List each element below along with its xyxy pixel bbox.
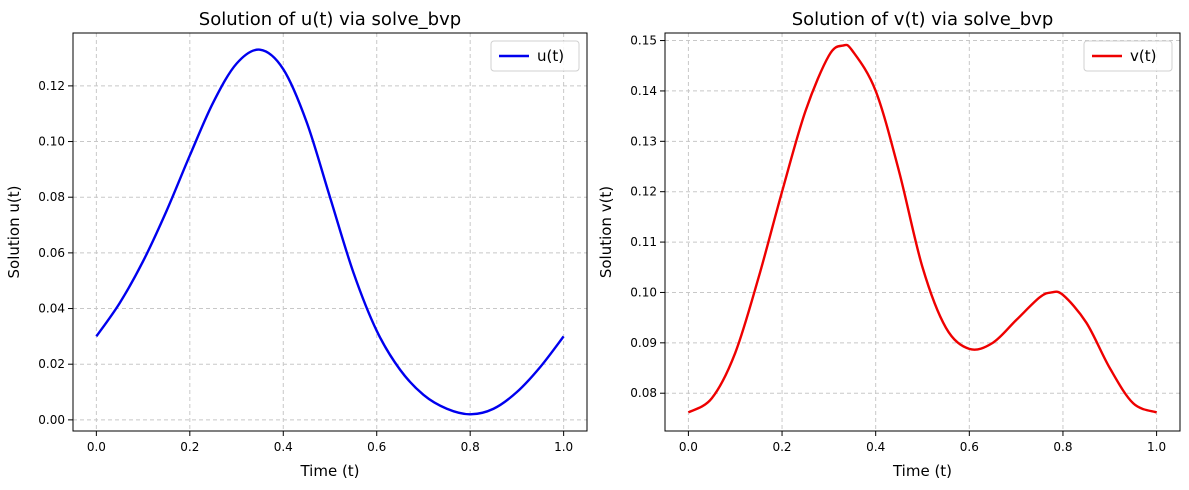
u-ytick-label-4: 0.08 bbox=[38, 190, 65, 204]
u-ytick-label-3: 0.06 bbox=[38, 246, 65, 260]
v-ytick-label-4: 0.12 bbox=[630, 185, 657, 199]
v-xtick-label-1: 0.2 bbox=[772, 440, 791, 454]
u-xtick-label-3: 0.6 bbox=[367, 440, 386, 454]
chart-u: 0.0 0.2 0.4 0.6 0.8 1.0 0.00 0.02 0.04 0.06 0.08 0.… bbox=[5, 9, 588, 480]
u-legend: u(t) bbox=[490, 40, 580, 72]
v-axes-frame bbox=[664, 32, 1181, 432]
v-series-line-0 bbox=[687, 43, 1158, 414]
v-y-axis-label: Solution v(t) bbox=[597, 186, 615, 278]
v-xtick-label-2: 0.4 bbox=[866, 440, 885, 454]
u-ytick-label-0: 0.00 bbox=[38, 413, 65, 427]
v-ytick-label-0: 0.08 bbox=[630, 386, 657, 400]
v-xtick-label-4: 0.8 bbox=[1053, 440, 1072, 454]
v-ytick-label-3: 0.11 bbox=[630, 235, 657, 249]
v-legend-box bbox=[1083, 40, 1173, 72]
u-x-axis-label: Time (t) bbox=[299, 462, 359, 480]
u-series-line-0 bbox=[95, 48, 565, 416]
u-xtick-label-4: 0.8 bbox=[461, 440, 480, 454]
u-chart-title: Solution of u(t) via solve_bvp bbox=[199, 9, 461, 30]
u-ytick-label-1: 0.02 bbox=[38, 357, 65, 371]
v-legend: v(t) bbox=[1083, 40, 1173, 72]
u-axes-frame bbox=[72, 32, 588, 432]
v-xtick-label-5: 1.0 bbox=[1147, 440, 1166, 454]
v-ytick-label-2: 0.10 bbox=[630, 285, 657, 299]
u-legend-box bbox=[490, 40, 580, 72]
u-ytick-label-2: 0.04 bbox=[38, 302, 65, 316]
u-xtick-label-5: 1.0 bbox=[554, 440, 573, 454]
v-xtick-label-0: 0.0 bbox=[679, 440, 698, 454]
v-x-axis-label: Time (t) bbox=[892, 462, 952, 480]
chart-v: 0.0 0.2 0.4 0.6 0.8 1.0 0.08 0.09 0.10 0.11 0.12 0.… bbox=[597, 9, 1181, 480]
u-xtick-label-2: 0.4 bbox=[274, 440, 293, 454]
u-legend-label-0: u(t) bbox=[537, 47, 564, 65]
u-y-axis-label: Solution u(t) bbox=[5, 186, 23, 279]
u-ytick-label-6: 0.12 bbox=[38, 79, 65, 93]
v-legend-label-0: v(t) bbox=[1130, 47, 1156, 65]
v-ytick-label-6: 0.14 bbox=[630, 84, 657, 98]
u-xtick-label-0: 0.0 bbox=[87, 440, 106, 454]
u-xtick-label-1: 0.2 bbox=[180, 440, 199, 454]
v-ytick-label-5: 0.13 bbox=[630, 134, 657, 148]
u-ytick-label-5: 0.10 bbox=[38, 135, 65, 149]
v-ytick-label-1: 0.09 bbox=[630, 336, 657, 350]
v-ytick-label-7: 0.15 bbox=[630, 34, 657, 48]
v-chart-title: Solution of v(t) via solve_bvp bbox=[792, 9, 1054, 30]
v-xtick-label-3: 0.6 bbox=[960, 440, 979, 454]
